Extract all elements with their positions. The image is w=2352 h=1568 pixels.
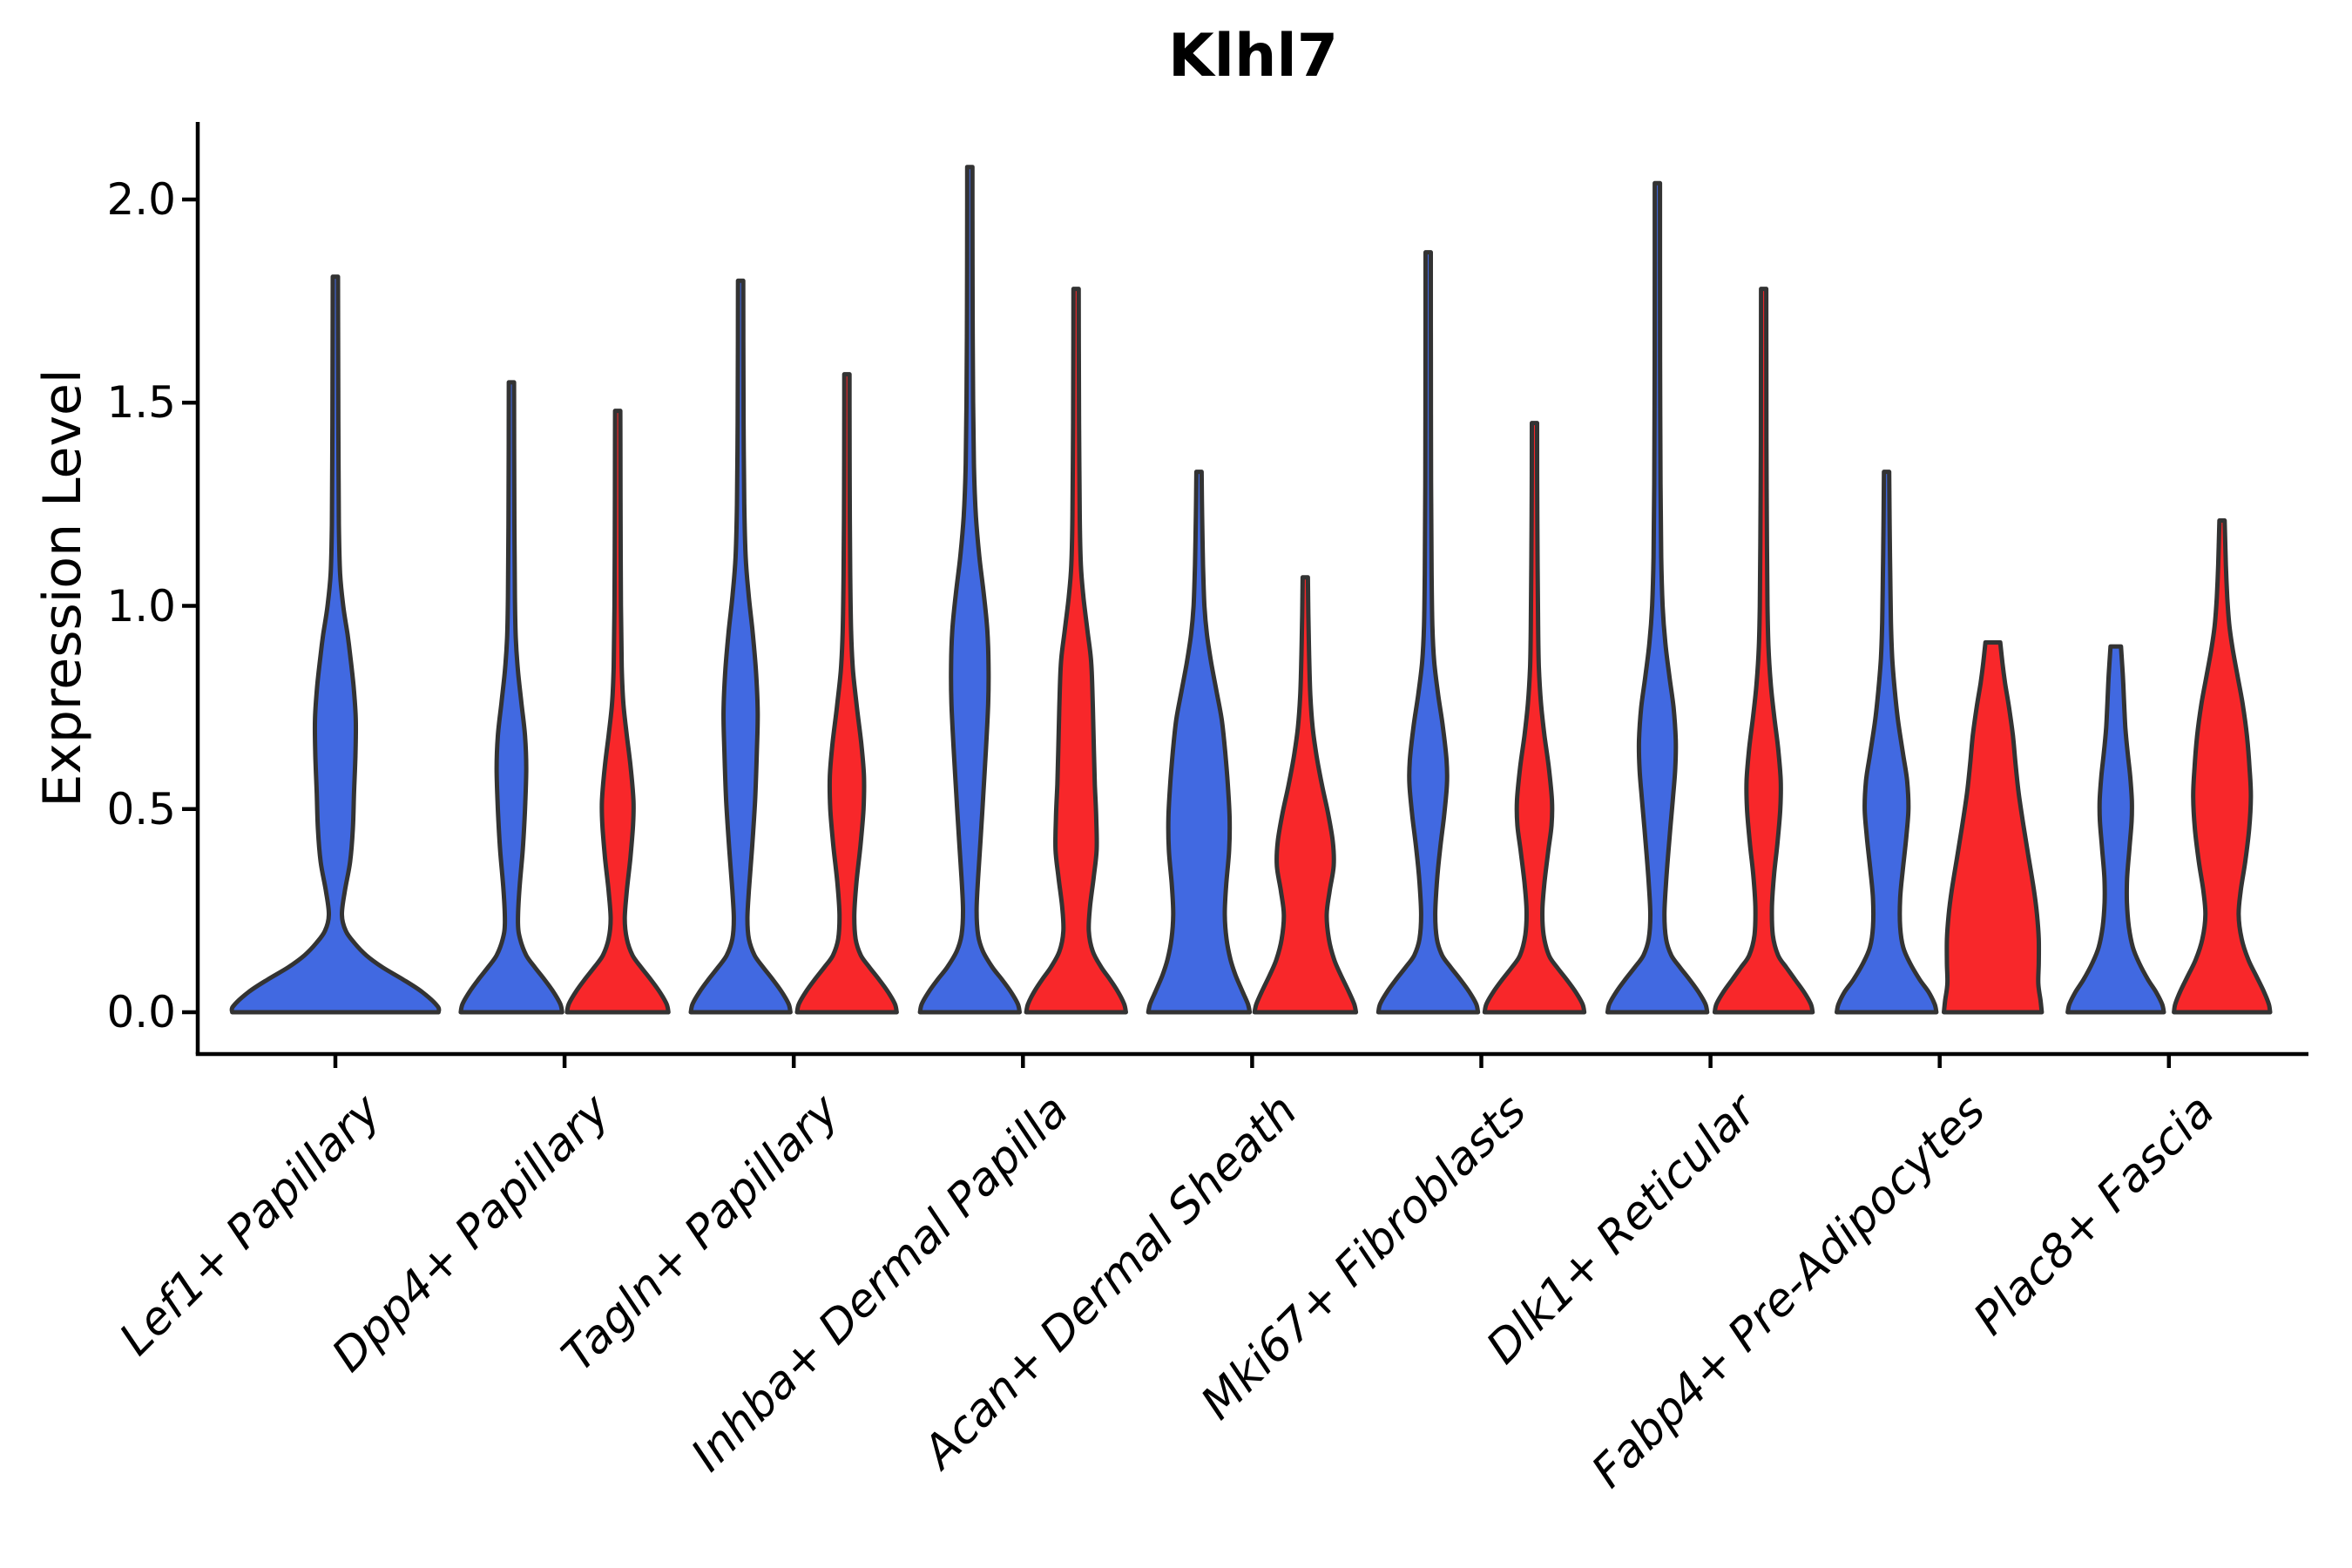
y-tick-label: 2.0 [106, 174, 176, 225]
violin-fabp4-red [1942, 640, 2044, 1015]
violin-inhba-red [1024, 287, 1128, 1015]
violin-dpp4-red [564, 409, 671, 1015]
violin-dlk1-blue [1605, 180, 1710, 1015]
violin-dlk1-red [1712, 287, 1815, 1015]
violin-plac8-blue [2065, 644, 2166, 1015]
violin-acan-red [1252, 575, 1359, 1015]
y-tick-label: 1.0 [106, 580, 176, 632]
violin-fabp4-blue [1835, 470, 1939, 1015]
chart-title: Klhl7 [1167, 22, 1339, 91]
violin-plac8-red [2172, 518, 2273, 1015]
violin-acan-blue [1146, 470, 1253, 1015]
y-tick-label: 0.0 [106, 987, 176, 1037]
violin-tagln-blue [688, 278, 793, 1015]
y-tick-label: 1.5 [106, 377, 176, 429]
violin-tagln-red [794, 372, 899, 1015]
violin-inhba-blue [917, 165, 1022, 1015]
violin-lef1-blue [229, 274, 442, 1015]
violin-mki67-red [1482, 421, 1587, 1015]
violin-dpp4-blue [458, 380, 564, 1015]
y-tick-label: 0.5 [106, 783, 176, 835]
violin-mki67-blue [1375, 250, 1481, 1015]
